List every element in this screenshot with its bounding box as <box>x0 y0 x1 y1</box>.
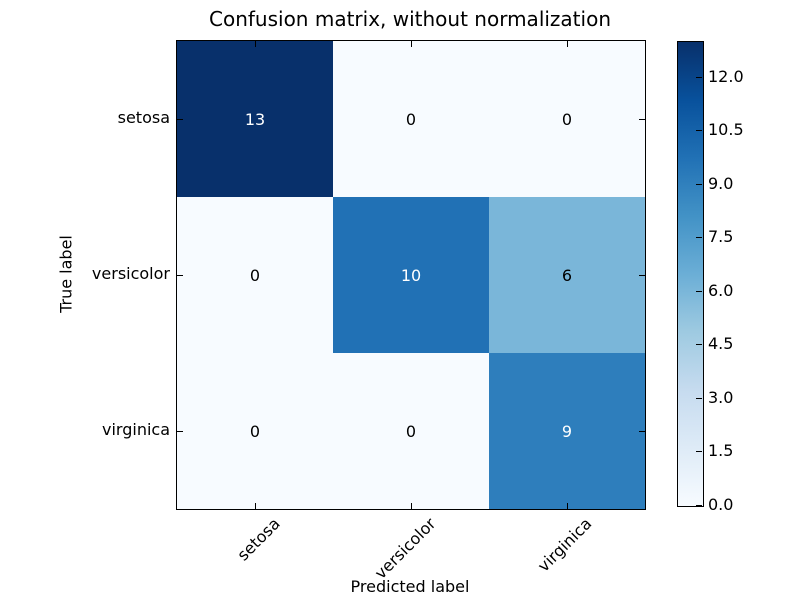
cell-virginica-setosa: 0 <box>177 353 333 509</box>
colorbar-tick <box>696 130 702 131</box>
cell-setosa-virginica: 0 <box>489 41 645 197</box>
y-tick-left <box>177 275 183 276</box>
colorbar-tick-label: 7.5 <box>708 227 734 246</box>
colorbar-tick-label: 3.0 <box>708 388 734 407</box>
colorbar-tick-label: 9.0 <box>708 174 734 193</box>
colorbar-tick-label: 1.5 <box>708 441 734 460</box>
x-tick-label-setosa: setosa <box>232 514 284 565</box>
y-axis-title: True label <box>56 235 76 313</box>
colorbar-tick-label: 10.5 <box>708 120 744 139</box>
cell-virginica-virginica: 9 <box>489 353 645 509</box>
colorbar-tick <box>696 505 702 506</box>
colorbar-tick-label: 0.0 <box>708 495 734 514</box>
y-tick-right <box>639 275 645 276</box>
x-tick-top <box>567 41 568 47</box>
colorbar-tick <box>696 291 702 292</box>
x-tick-top <box>411 41 412 47</box>
y-tick-right <box>639 431 645 432</box>
cell-virginica-versicolor: 0 <box>333 353 489 509</box>
cell-setosa-setosa: 13 <box>177 41 333 197</box>
y-tick-left <box>177 119 183 120</box>
colorbar-tick-label: 4.5 <box>708 334 734 353</box>
x-axis-title: Predicted label <box>350 577 470 596</box>
cell-versicolor-versicolor: 10 <box>333 197 489 353</box>
y-tick-label-setosa: setosa <box>117 108 170 127</box>
y-tick-label-virginica: virginica <box>102 420 170 439</box>
y-tick-label-versicolor: versicolor <box>91 264 170 283</box>
cell-setosa-versicolor: 0 <box>333 41 489 197</box>
colorbar-tick <box>696 77 702 78</box>
y-tick-left <box>177 431 183 432</box>
x-tick-bottom <box>567 503 568 509</box>
cell-versicolor-virginica: 6 <box>489 197 645 353</box>
colorbar-tick <box>696 344 702 345</box>
x-tick-bottom <box>255 503 256 509</box>
colorbar-tick <box>696 184 702 185</box>
cell-versicolor-setosa: 0 <box>177 197 333 353</box>
colorbar-tick-label: 12.0 <box>708 67 744 86</box>
colorbar-tick <box>696 398 702 399</box>
colorbar-tick <box>696 451 702 452</box>
x-tick-label-virginica: virginica <box>533 514 596 576</box>
colorbar-tick <box>696 237 702 238</box>
chart-title: Confusion matrix, without normalization <box>209 7 611 31</box>
colorbar-tick-label: 6.0 <box>708 281 734 300</box>
heatmap-plot: 13 0 0 0 10 6 0 0 9 <box>176 40 646 510</box>
y-tick-right <box>639 119 645 120</box>
x-tick-bottom <box>411 503 412 509</box>
colorbar-gradient <box>677 41 704 507</box>
x-tick-label-versicolor: versicolor <box>370 514 440 583</box>
x-tick-top <box>255 41 256 47</box>
